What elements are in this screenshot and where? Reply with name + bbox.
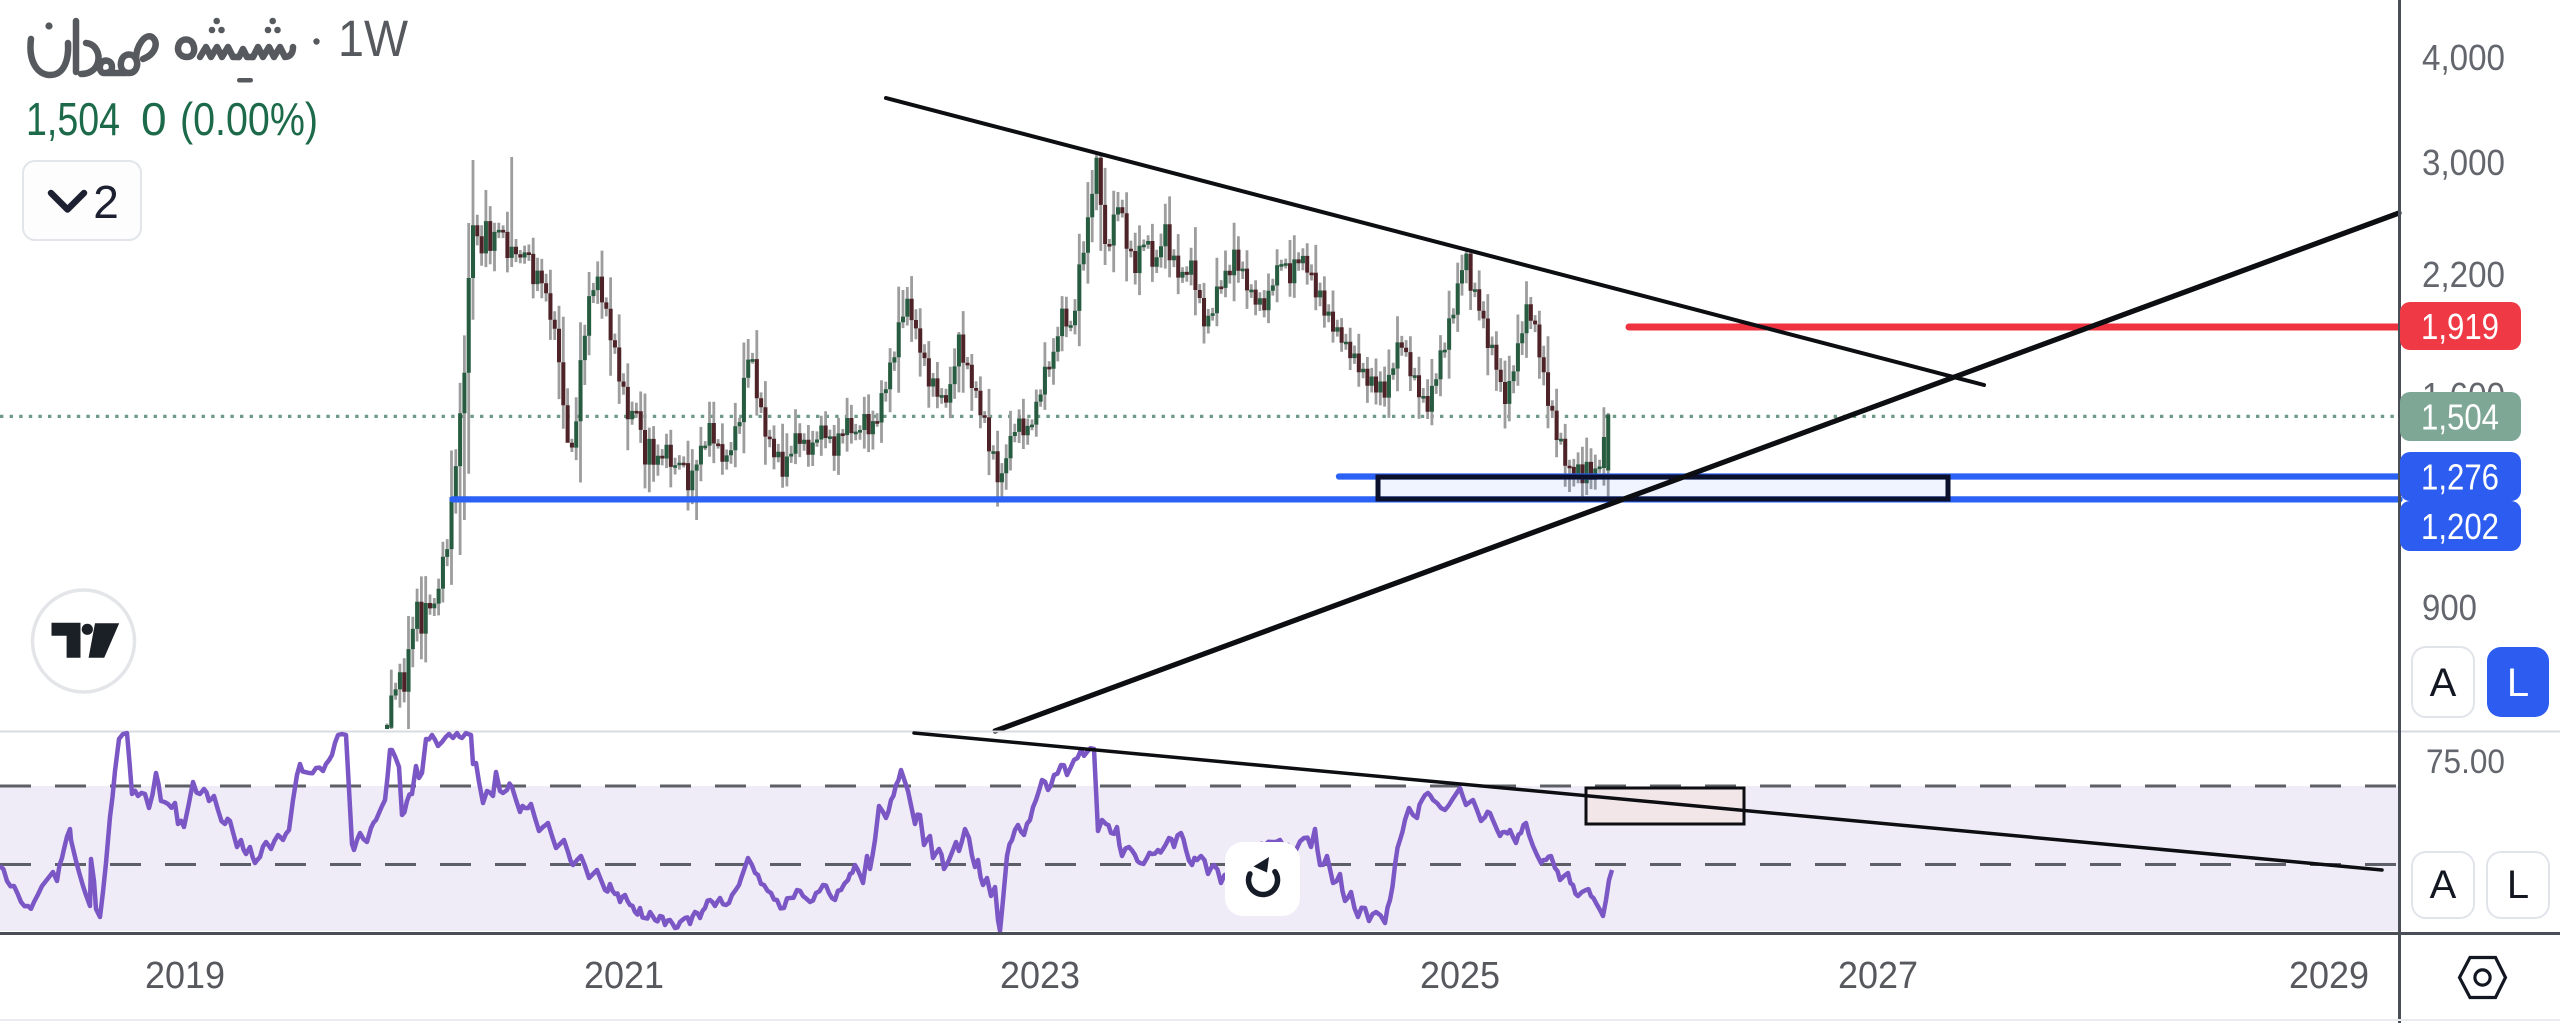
svg-text:2019: 2019 [145, 955, 225, 997]
svg-text:(0.00%): (0.00%) [180, 93, 318, 145]
svg-text:0: 0 [141, 93, 167, 145]
svg-text:A: A [2430, 661, 2457, 705]
svg-text:2: 2 [93, 176, 119, 228]
svg-text:1W: 1W [338, 10, 408, 67]
svg-text:1,276: 1,276 [2421, 457, 2499, 498]
svg-text:4,000: 4,000 [2422, 37, 2505, 78]
svg-text:900: 900 [2422, 587, 2477, 628]
svg-text:1,504: 1,504 [26, 93, 120, 145]
svg-text:2021: 2021 [584, 955, 664, 997]
svg-text:2029: 2029 [2289, 955, 2369, 997]
svg-text:1,504: 1,504 [2421, 397, 2499, 438]
svg-text:75.00: 75.00 [2426, 743, 2505, 781]
svg-text:L: L [2507, 661, 2529, 705]
svg-text:2025: 2025 [1420, 955, 1500, 997]
svg-text:2023: 2023 [1000, 955, 1080, 997]
svg-text:2027: 2027 [1838, 955, 1918, 997]
svg-text:A: A [2430, 863, 2457, 907]
svg-text:1,919: 1,919 [2421, 306, 2499, 347]
svg-text:3,000: 3,000 [2422, 142, 2505, 183]
svg-text:1,202: 1,202 [2421, 506, 2499, 547]
svg-text:L: L [2507, 863, 2529, 907]
svg-text:2,200: 2,200 [2422, 254, 2505, 295]
